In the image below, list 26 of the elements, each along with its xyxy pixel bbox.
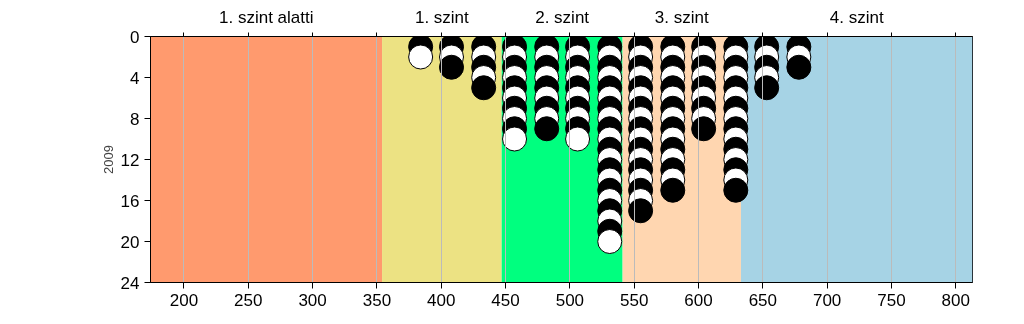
x-tick-label: 200 <box>169 290 199 310</box>
x-tick-label: 800 <box>941 290 970 310</box>
y-tick-label: 20 <box>120 232 140 252</box>
x-tick-label: 400 <box>427 290 456 310</box>
x-tick-label: 500 <box>555 290 585 310</box>
x-tick-label: 750 <box>877 290 906 310</box>
x-tick-label: 450 <box>491 290 520 310</box>
x-tick-label: 300 <box>298 290 327 310</box>
y-tick-label: 4 <box>130 68 140 88</box>
x-tick-label: 650 <box>748 290 778 310</box>
x-tick-label: 600 <box>684 290 713 310</box>
y-tick-label: 24 <box>120 273 140 293</box>
x-tick-label: 350 <box>362 290 392 310</box>
band-label: 1. szint alatti <box>219 7 314 27</box>
x-tick-label: 250 <box>234 290 263 310</box>
band-label: 1. szint <box>414 7 470 27</box>
band-label: 4. szint <box>829 7 884 27</box>
x-tick-label: 550 <box>620 290 649 310</box>
y-tick-label: 0 <box>130 27 140 47</box>
y-tick-label: 16 <box>120 191 140 211</box>
y-tick-label: 8 <box>130 109 140 129</box>
y-axis-title: 2009 <box>100 145 116 174</box>
band-label: 2. szint <box>535 7 590 27</box>
band-label: 3. szint <box>654 7 709 27</box>
x-tick-label: 700 <box>812 290 842 310</box>
y-tick-label: 12 <box>120 150 140 170</box>
